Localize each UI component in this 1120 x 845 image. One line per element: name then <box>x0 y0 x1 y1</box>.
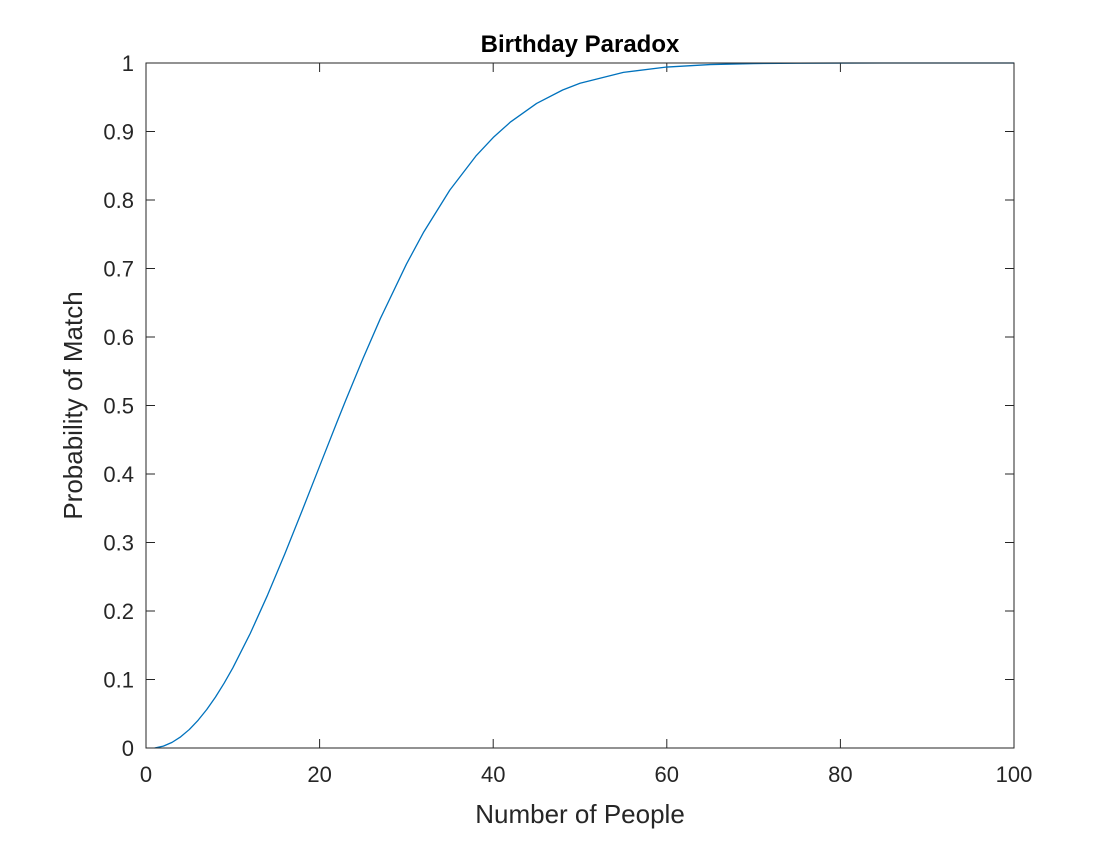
x-axis-label: Number of People <box>475 799 685 829</box>
x-tick-label: 0 <box>140 762 152 787</box>
y-tick-label: 0.9 <box>103 120 134 145</box>
y-tick-label: 0.2 <box>103 599 134 624</box>
plot-area <box>146 63 1014 748</box>
series-line <box>154 62 1014 749</box>
y-tick-label: 0 <box>122 736 134 761</box>
x-tick-label: 100 <box>996 762 1033 787</box>
y-tick-label: 1 <box>122 51 134 76</box>
axis-tick-labels: 0 20 40 60 80 100 0 0.1 0.2 0.3 0.4 0.5 0.6 0.7 0.8 0.9… <box>103 51 1032 787</box>
y-tick-label: 0.4 <box>103 462 134 487</box>
series-layer <box>154 62 1014 749</box>
y-tick-label: 0.3 <box>103 531 134 556</box>
y-axis-label: Probability of Match <box>58 291 88 519</box>
x-tick-label: 60 <box>655 762 679 787</box>
axes-box <box>145 62 1015 749</box>
x-tick-label: 40 <box>481 762 505 787</box>
y-tick-label: 0.6 <box>103 325 134 350</box>
x-tick-label: 20 <box>307 762 331 787</box>
x-tick-label: 80 <box>828 762 852 787</box>
y-tick-label: 0.7 <box>103 257 134 282</box>
chart-title: Birthday Paradox <box>481 31 680 58</box>
y-tick-label: 0.8 <box>103 188 134 213</box>
y-tick-label: 0.5 <box>103 394 134 419</box>
y-tick-label: 0.1 <box>103 668 134 693</box>
